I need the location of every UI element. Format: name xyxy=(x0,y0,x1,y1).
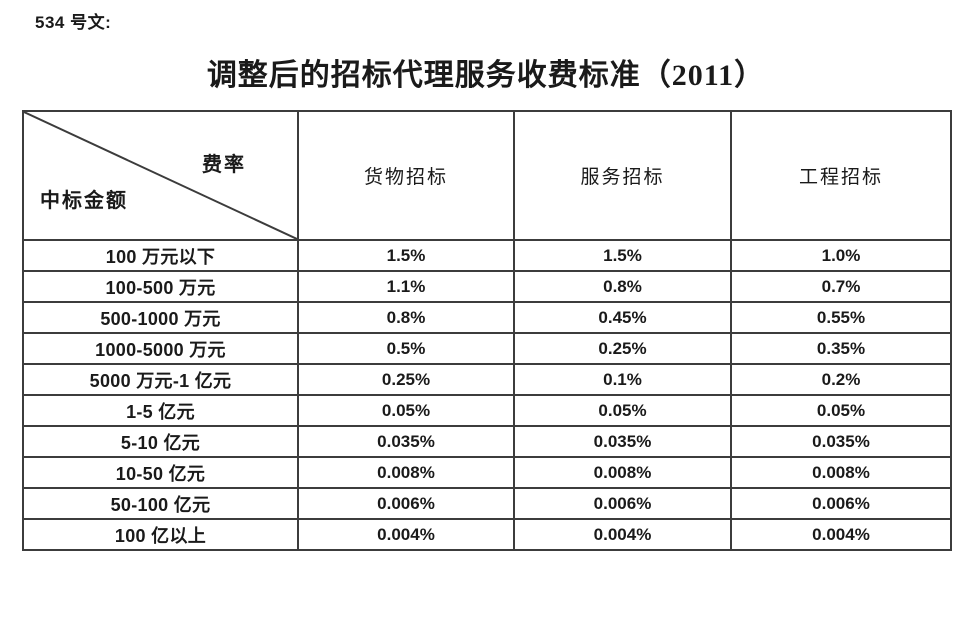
column-header-goods: 货物招标 xyxy=(297,110,515,241)
row-label: 100 万元以下 xyxy=(22,239,299,272)
fee-cell: 0.05% xyxy=(297,394,515,427)
fee-cell: 0.45% xyxy=(513,301,732,334)
document-reference: 534 号文: xyxy=(35,13,112,32)
fee-cell: 0.006% xyxy=(513,487,732,520)
table-row: 50-100 亿元 0.006% 0.006% 0.006% xyxy=(22,487,952,520)
fee-cell: 0.008% xyxy=(513,456,732,489)
row-label: 10-50 亿元 xyxy=(22,456,299,489)
corner-label-rate: 费率 xyxy=(202,154,246,176)
fee-cell: 0.2% xyxy=(730,363,952,396)
table-row: 100-500 万元 1.1% 0.8% 0.7% xyxy=(22,270,952,303)
row-label: 5-10 亿元 xyxy=(22,425,299,458)
fee-cell: 1.5% xyxy=(513,239,732,272)
fee-cell: 0.006% xyxy=(730,487,952,520)
row-label: 500-1000 万元 xyxy=(22,301,299,334)
column-header-service: 服务招标 xyxy=(513,110,732,241)
fee-cell: 0.8% xyxy=(513,270,732,303)
row-label: 100-500 万元 xyxy=(22,270,299,303)
fee-cell: 0.1% xyxy=(513,363,732,396)
fee-cell: 0.008% xyxy=(297,456,515,489)
row-label: 1-5 亿元 xyxy=(22,394,299,427)
fee-cell: 1.1% xyxy=(297,270,515,303)
column-header-engineering: 工程招标 xyxy=(730,110,952,241)
table-row: 5-10 亿元 0.035% 0.035% 0.035% xyxy=(22,425,952,458)
row-label: 100 亿以上 xyxy=(22,518,299,551)
table-row: 100 亿以上 0.004% 0.004% 0.004% xyxy=(22,518,952,551)
fee-cell: 0.05% xyxy=(730,394,952,427)
fee-table-container: 费率 中标金额 货物招标 服务招标 工程招标 100 万元以下 1.5% 1.5% 1… xyxy=(22,110,952,551)
fee-cell: 0.004% xyxy=(730,518,952,551)
corner-header-cell: 费率 中标金额 xyxy=(22,110,299,241)
fee-cell: 1.0% xyxy=(730,239,952,272)
fee-cell: 0.8% xyxy=(297,301,515,334)
table-row: 100 万元以下 1.5% 1.5% 1.0% xyxy=(22,239,952,272)
fee-cell: 1.5% xyxy=(297,239,515,272)
row-label: 5000 万元-1 亿元 xyxy=(22,363,299,396)
corner-label-amount: 中标金额 xyxy=(40,190,128,212)
page-title: 调整后的招标代理服务收费标准（2011） xyxy=(206,59,766,92)
fee-cell: 0.25% xyxy=(297,363,515,396)
fee-cell: 0.05% xyxy=(513,394,732,427)
table-row: 10-50 亿元 0.008% 0.008% 0.008% xyxy=(22,456,952,489)
fee-table: 费率 中标金额 货物招标 服务招标 工程招标 100 万元以下 1.5% 1.5% 1… xyxy=(22,110,952,551)
table-row: 500-1000 万元 0.8% 0.45% 0.55% xyxy=(22,301,952,334)
row-label: 50-100 亿元 xyxy=(22,487,299,520)
fee-cell: 0.55% xyxy=(730,301,952,334)
fee-cell: 0.008% xyxy=(730,456,952,489)
fee-cell: 0.7% xyxy=(730,270,952,303)
fee-cell: 0.004% xyxy=(297,518,515,551)
fee-cell: 0.006% xyxy=(297,487,515,520)
table-row: 1-5 亿元 0.05% 0.05% 0.05% xyxy=(22,394,952,427)
fee-cell: 0.004% xyxy=(513,518,732,551)
fee-cell: 0.035% xyxy=(513,425,732,458)
table-row: 5000 万元-1 亿元 0.25% 0.1% 0.2% xyxy=(22,363,952,396)
header-row: 费率 中标金额 货物招标 服务招标 工程招标 xyxy=(22,110,952,241)
row-label: 1000-5000 万元 xyxy=(22,332,299,365)
diagonal-divider-line xyxy=(24,112,297,239)
fee-table-body: 100 万元以下 1.5% 1.5% 1.0% 100-500 万元 1.1% 0.8% 0.… xyxy=(22,239,952,551)
fee-cell: 0.035% xyxy=(730,425,952,458)
table-row: 1000-5000 万元 0.5% 0.25% 0.35% xyxy=(22,332,952,365)
fee-cell: 0.035% xyxy=(297,425,515,458)
fee-cell: 0.25% xyxy=(513,332,732,365)
fee-cell: 0.35% xyxy=(730,332,952,365)
fee-cell: 0.5% xyxy=(297,332,515,365)
